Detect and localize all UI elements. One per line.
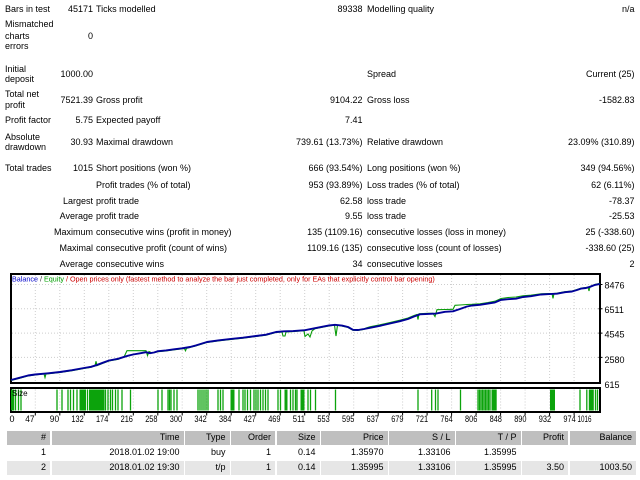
svg-text:0: 0 [10,414,15,424]
svg-text:6511: 6511 [605,305,624,315]
svg-text:47: 47 [25,414,34,424]
svg-text:932: 932 [539,414,551,424]
svg-text:4545: 4545 [605,329,625,339]
svg-text:848: 848 [490,414,502,424]
svg-text:806: 806 [465,414,477,424]
svg-text:553: 553 [317,414,329,424]
svg-text:174: 174 [96,414,108,424]
svg-text:427: 427 [244,414,256,424]
svg-text:Balance / Equity / Open prices: Balance / Equity / Open prices only (fas… [12,275,435,284]
svg-text:764: 764 [440,414,452,424]
svg-text:300: 300 [170,414,182,424]
svg-text:132: 132 [71,414,83,424]
svg-text:637: 637 [367,414,379,424]
svg-text:511: 511 [293,414,305,424]
svg-text:8476: 8476 [605,280,625,290]
svg-text:679: 679 [391,414,403,424]
svg-text:1016: 1016 [578,414,592,424]
svg-text:Size: Size [12,389,28,398]
svg-text:258: 258 [145,414,157,424]
svg-text:469: 469 [268,414,280,424]
svg-text:721: 721 [416,414,428,424]
svg-text:342: 342 [194,414,206,424]
svg-text:974: 974 [563,414,575,424]
svg-text:2580: 2580 [605,355,625,365]
svg-text:890: 890 [514,414,526,424]
svg-text:615: 615 [605,380,620,390]
svg-text:595: 595 [342,414,354,424]
svg-text:90: 90 [50,414,59,424]
svg-text:216: 216 [121,414,133,424]
svg-text:384: 384 [219,414,231,424]
